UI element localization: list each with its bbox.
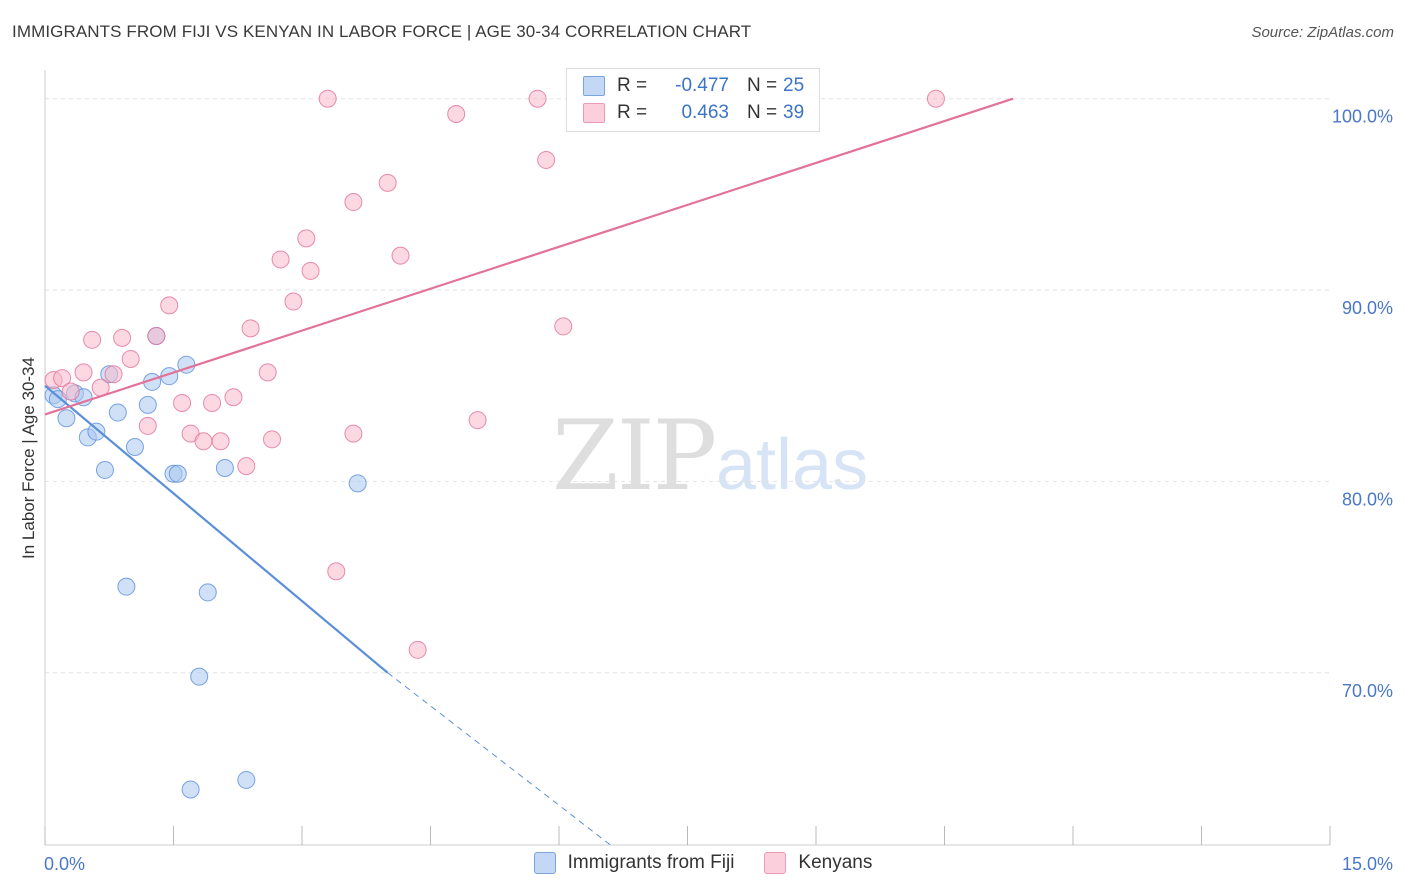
fiji-point (237, 770, 256, 789)
x-tick-label-left: 0.0% (44, 854, 85, 874)
fiji-trend-line (44, 384, 389, 674)
kenyan-point (138, 416, 157, 435)
kenyan-trend-line (44, 97, 1014, 416)
kenyan-point (297, 229, 316, 248)
legend-swatch-kenyans (583, 103, 605, 123)
fiji-point (215, 459, 234, 478)
legend-row-fiji: R = -0.477 N = 25 (583, 74, 804, 98)
kenyan-point (53, 369, 72, 388)
legend-r-value: 0.463 (681, 102, 729, 123)
y-tick-label: 70.0% (1342, 681, 1393, 701)
fiji-point (190, 667, 209, 686)
legend-item-kenyans[interactable]: Kenyans (764, 852, 872, 874)
kenyan-point (203, 393, 222, 412)
kenyan-point (211, 432, 230, 451)
legend-n-value: 39 (783, 102, 805, 123)
kenyan-point (263, 430, 282, 449)
kenyan-point (74, 363, 93, 382)
legend-label-kenyans: Kenyans (798, 852, 873, 873)
y-axis-label: In Labor Force | Age 30-34 (19, 357, 38, 559)
kenyan-point (104, 365, 123, 384)
fiji-point (168, 464, 187, 483)
legend-swatch-kenyans (764, 852, 787, 874)
fiji-point (87, 422, 106, 441)
fiji-point (138, 395, 157, 414)
kenyan-point (447, 105, 466, 124)
fiji-trend-extension (387, 672, 611, 846)
kenyan-point (147, 326, 166, 345)
fiji-point (125, 437, 144, 456)
fiji-point (57, 409, 76, 428)
legend-r-label: R = (617, 102, 648, 123)
kenyan-point (284, 292, 303, 311)
kenyan-point (554, 317, 573, 336)
chart-title: IMMIGRANTS FROM FIJI VS KENYAN IN LABOR … (12, 22, 752, 41)
fiji-point (95, 460, 114, 479)
legend-n-label: N = (747, 102, 778, 123)
kenyan-point (301, 261, 320, 280)
fiji-point (181, 780, 200, 799)
x-tick-label-right: 15.0% (1342, 854, 1393, 874)
watermark-zip: ZIP (552, 400, 717, 512)
kenyan-point (271, 250, 290, 269)
kenyan-point (173, 393, 192, 412)
legend-swatch-fiji (583, 76, 605, 96)
kenyan-point (318, 89, 337, 108)
kenyan-point (258, 363, 277, 382)
kenyan-point (378, 173, 397, 192)
kenyan-point (344, 193, 363, 212)
kenyan-point (224, 388, 243, 407)
legend-n-label: N = (747, 75, 778, 96)
fiji-point (117, 577, 136, 596)
kenyan-point (160, 296, 179, 315)
kenyan-point (391, 246, 410, 265)
kenyan-point (528, 89, 547, 108)
y-tick-label: 80.0% (1342, 489, 1393, 509)
fiji-point (348, 474, 367, 493)
legend-row-kenyans: R = 0.463 N = 39 (583, 101, 804, 125)
kenyan-point (237, 457, 256, 476)
legend-r-label: R = (617, 75, 648, 96)
legend-n-value: 25 (783, 75, 805, 96)
legend-r-value: -0.477 (675, 75, 729, 96)
y-tick-label: 100.0% (1332, 107, 1393, 127)
legend-label-fiji: Immigrants from Fiji (567, 852, 735, 873)
kenyan-point (121, 349, 140, 368)
kenyan-point (241, 319, 260, 338)
fiji-point (198, 583, 217, 602)
legend-item-fiji[interactable]: Immigrants from Fiji (533, 852, 735, 874)
kenyan-point (926, 89, 945, 108)
kenyan-point (194, 432, 213, 451)
source-label: Source: ZipAtlas.com (1251, 24, 1394, 41)
y-tick-label: 90.0% (1342, 298, 1393, 318)
watermark-atlas: atlas (716, 425, 869, 505)
fiji-point (108, 403, 127, 422)
kenyan-point (468, 411, 487, 430)
kenyan-point (113, 328, 132, 347)
kenyan-point (61, 382, 80, 401)
legend-swatch-fiji (533, 852, 556, 874)
kenyan-point (83, 330, 102, 349)
kenyan-point (327, 562, 346, 581)
kenyan-point (408, 640, 427, 659)
series-legend: Immigrants from Fiji Kenyans (0, 852, 1406, 874)
correlation-legend: R = -0.477 N = 25 R = 0.463 N = 39 (566, 68, 820, 132)
kenyan-point (537, 150, 556, 169)
kenyan-point (344, 424, 363, 443)
